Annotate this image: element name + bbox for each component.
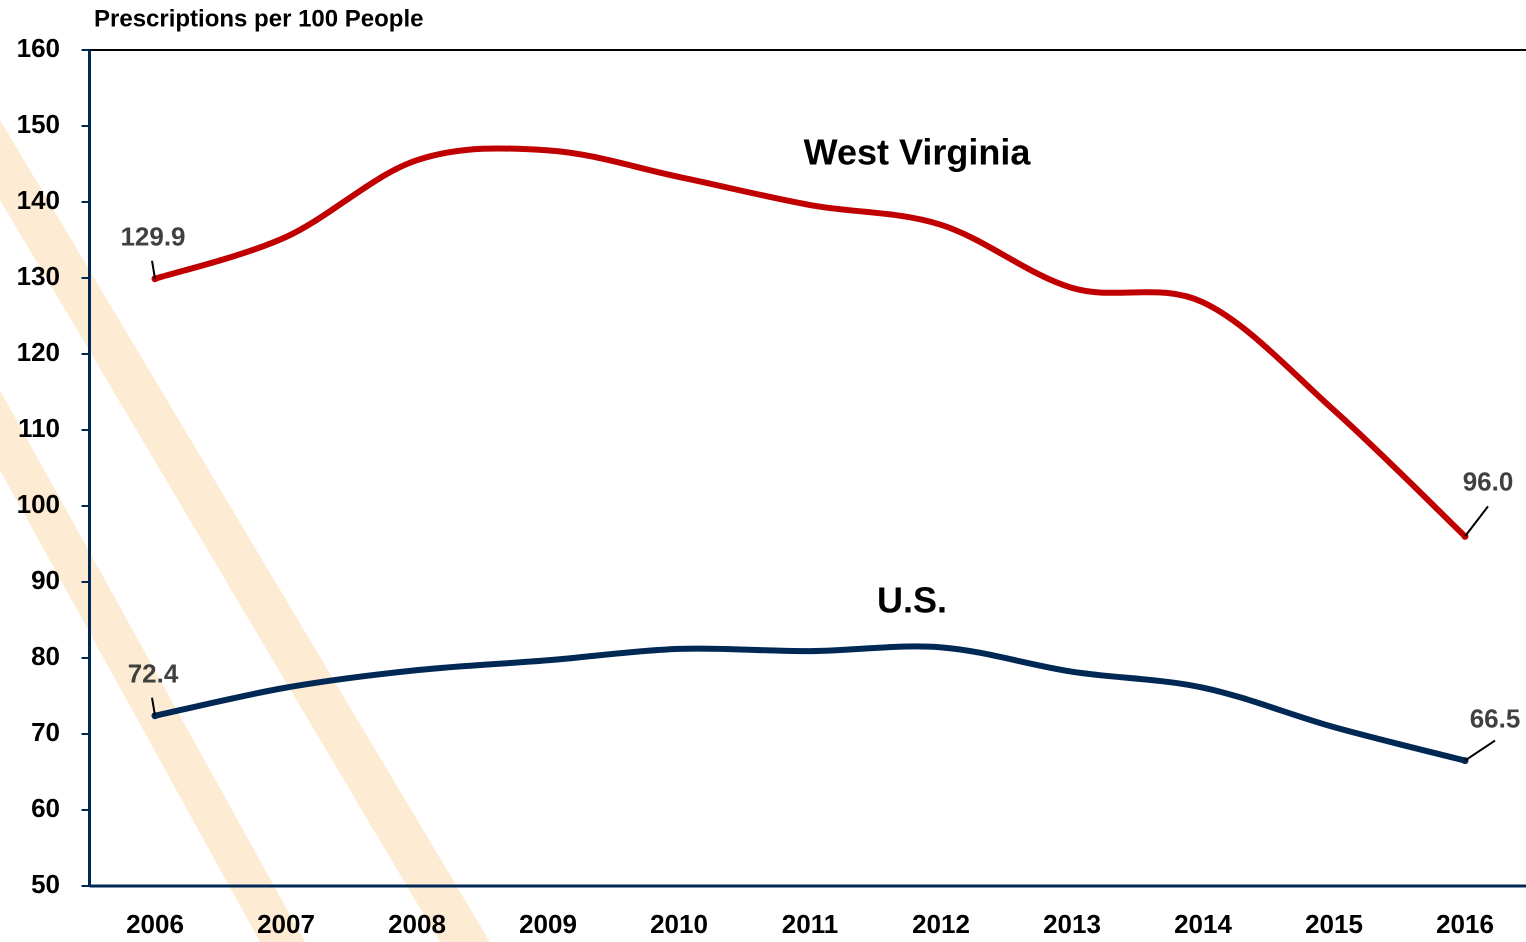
x-tick-label: 2016	[1436, 909, 1494, 939]
x-tick-label: 2009	[519, 909, 577, 939]
x-tick-label: 2010	[650, 909, 708, 939]
series-line	[152, 145, 1468, 540]
x-tick-label: 2007	[257, 909, 315, 939]
axis-title: Prescriptions per 100 People	[94, 5, 423, 32]
x-tick-label: 2012	[912, 909, 970, 939]
y-tick-label: 150	[17, 109, 60, 139]
x-tick-label: 2008	[388, 909, 446, 939]
y-tick-label: 120	[17, 337, 60, 367]
leader-line	[151, 260, 156, 279]
y-tick-label: 50	[31, 869, 60, 899]
y-tick-label: 90	[31, 565, 60, 595]
x-tick-label: 2011	[782, 909, 838, 939]
x-tick-label: 2006	[126, 909, 184, 939]
y-tick-label: 60	[31, 793, 60, 823]
y-tick-label: 130	[17, 261, 60, 291]
background-stripes	[0, 120, 490, 942]
data-label: 96.0	[1463, 466, 1514, 496]
leader-line	[151, 697, 156, 716]
y-tick-label: 160	[17, 33, 60, 63]
y-tick-label: 110	[18, 413, 60, 443]
x-tick-label: 2013	[1043, 909, 1101, 939]
data-label: 72.4	[128, 659, 179, 689]
series-name: West Virginia	[804, 132, 1032, 173]
data-label: 129.9	[120, 222, 185, 252]
x-tick-label: 2015	[1305, 909, 1363, 939]
leader-line	[1464, 739, 1496, 762]
y-tick-label: 100	[17, 489, 60, 519]
leader-line	[1464, 505, 1489, 538]
series-name: U.S.	[877, 580, 947, 621]
x-tick-label: 2014	[1174, 909, 1232, 939]
series-line	[152, 643, 1468, 764]
y-tick-label: 70	[31, 717, 60, 747]
y-tick-label: 80	[31, 641, 60, 671]
y-tick-label: 140	[17, 185, 60, 215]
data-label: 66.5	[1470, 703, 1521, 733]
